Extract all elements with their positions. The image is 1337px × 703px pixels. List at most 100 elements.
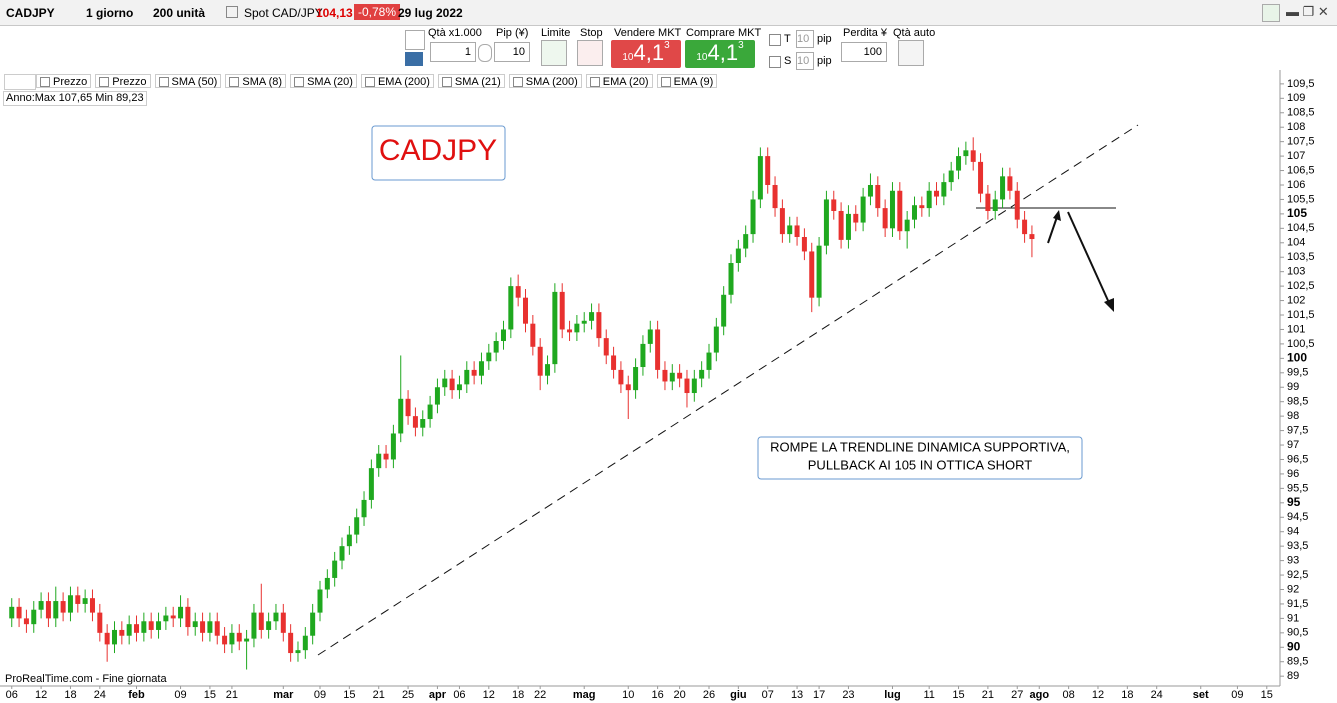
candle-body <box>456 384 462 391</box>
annotation-line: PULLBACK AI 105 IN OTTICA SHORT <box>808 457 1033 472</box>
x-tick-label: 18 <box>1121 689 1133 701</box>
spot-label: Spot CAD/JPY <box>244 6 323 20</box>
candle-body <box>889 190 895 229</box>
s-checkbox[interactable] <box>769 56 781 68</box>
candle-body <box>60 601 66 613</box>
candle-body <box>185 606 191 628</box>
units-select[interactable]: 200 unità <box>153 6 206 20</box>
candle-body <box>743 234 749 249</box>
y-tick-label: 95 <box>1287 495 1301 509</box>
y-tick-label: 99,5 <box>1287 367 1308 379</box>
candle-body <box>244 638 250 642</box>
candle-body <box>882 208 888 229</box>
y-tick-label: 92 <box>1287 583 1299 595</box>
x-tick-label: 23 <box>842 689 854 701</box>
candle-body <box>346 534 352 547</box>
add-remove-indicator[interactable] <box>4 74 36 90</box>
window-controls[interactable]: ▬ ❐ ✕ <box>1286 4 1329 19</box>
limit-button[interactable] <box>541 40 567 66</box>
indicator-toggle[interactable]: EMA (9) <box>656 74 718 88</box>
indicator-toggle[interactable]: Prezzo <box>95 74 151 88</box>
buy-price-fraction: 3 <box>738 40 744 51</box>
y-tick-label: 97 <box>1287 439 1299 451</box>
indicator-toggle[interactable]: EMA (200) <box>360 74 434 88</box>
indicator-toggle[interactable]: EMA (20) <box>585 74 653 88</box>
y-tick-label: 107,5 <box>1287 136 1315 148</box>
indicator-toggle[interactable]: SMA (50) <box>154 74 222 88</box>
keypad-icon[interactable] <box>405 52 423 66</box>
sell-label: Vendere MKT <box>614 27 682 39</box>
candle-body <box>420 419 426 428</box>
indicator-toggle[interactable]: SMA (8) <box>225 74 287 88</box>
candle-body <box>119 629 125 636</box>
candle-body <box>956 156 962 171</box>
title-box <box>371 125 506 181</box>
info-icon[interactable] <box>226 6 238 18</box>
loss-label: Perdita ¥ <box>843 27 888 39</box>
indicator-toggle[interactable]: SMA (21) <box>437 74 505 88</box>
indicator-toggle[interactable]: SMA (20) <box>290 74 357 88</box>
y-tick-label: 94 <box>1287 526 1299 538</box>
t-checkbox[interactable] <box>769 34 781 46</box>
candle-body <box>280 612 286 633</box>
y-tick-label: 89,5 <box>1287 656 1308 668</box>
candle-body <box>611 355 617 370</box>
instrument-select[interactable]: CADJPY <box>6 6 55 20</box>
x-tick-label: 09 <box>314 689 326 701</box>
settings-icon[interactable] <box>405 30 425 50</box>
sync-button[interactable] <box>1262 4 1280 22</box>
sell-button[interactable]: 104,13 <box>611 40 681 68</box>
candle-body <box>251 612 257 639</box>
buy-button[interactable]: 104,13 <box>685 40 755 68</box>
candle-body <box>317 589 323 613</box>
y-tick-label: 102,5 <box>1287 280 1315 292</box>
candle-body <box>574 323 580 333</box>
x-tick-label: 20 <box>674 689 686 701</box>
y-tick-label: 90 <box>1287 639 1301 653</box>
candle-body <box>486 352 492 362</box>
candle-body <box>104 632 110 645</box>
x-tick-label: 15 <box>1261 689 1273 701</box>
candle-body <box>655 329 661 370</box>
candle-body <box>67 595 73 613</box>
candle-body <box>992 199 998 211</box>
y-tick-label: 95,5 <box>1287 482 1308 494</box>
auto-button[interactable] <box>898 40 924 66</box>
y-tick-label: 103 <box>1287 266 1305 278</box>
candle-body <box>273 612 279 622</box>
x-tick-label: mag <box>573 689 596 701</box>
candle-body <box>163 615 169 622</box>
candle-body <box>941 182 947 197</box>
candle-body <box>926 190 932 209</box>
stop-label: Stop <box>580 27 603 39</box>
x-tick-label: 09 <box>1231 689 1243 701</box>
s-pip-input[interactable]: 10 <box>796 52 814 70</box>
pip-input[interactable]: 10 <box>494 42 530 62</box>
candle-body <box>134 624 140 633</box>
candle-body <box>618 369 624 385</box>
candle-body <box>911 205 917 220</box>
x-tick-label: 18 <box>512 689 524 701</box>
candle-body <box>809 251 815 298</box>
indicator-toggle[interactable]: SMA (200) <box>508 74 582 88</box>
y-tick-label: 96 <box>1287 468 1299 480</box>
candle-body <box>332 560 338 578</box>
qty-input[interactable]: 1 <box>430 42 476 62</box>
loss-input[interactable]: 100 <box>841 42 887 62</box>
stop-button[interactable] <box>577 40 603 66</box>
candle-body <box>383 453 389 460</box>
candle-body <box>368 468 374 500</box>
candle-body <box>207 621 213 633</box>
candle-body <box>214 621 220 636</box>
candle-body <box>963 150 969 157</box>
t-pip-input[interactable]: 10 <box>796 30 814 48</box>
timeframe-select[interactable]: 1 giorno <box>86 6 134 20</box>
link-icon[interactable] <box>478 44 492 62</box>
candle-body <box>669 372 675 382</box>
y-tick-label: 105,5 <box>1287 193 1315 205</box>
year-range: Anno:Max 107,65 Min 89,23 <box>3 91 147 106</box>
candle-body <box>985 193 991 211</box>
indicator-toggle[interactable]: Prezzo <box>36 74 92 88</box>
candle-body <box>772 184 778 209</box>
